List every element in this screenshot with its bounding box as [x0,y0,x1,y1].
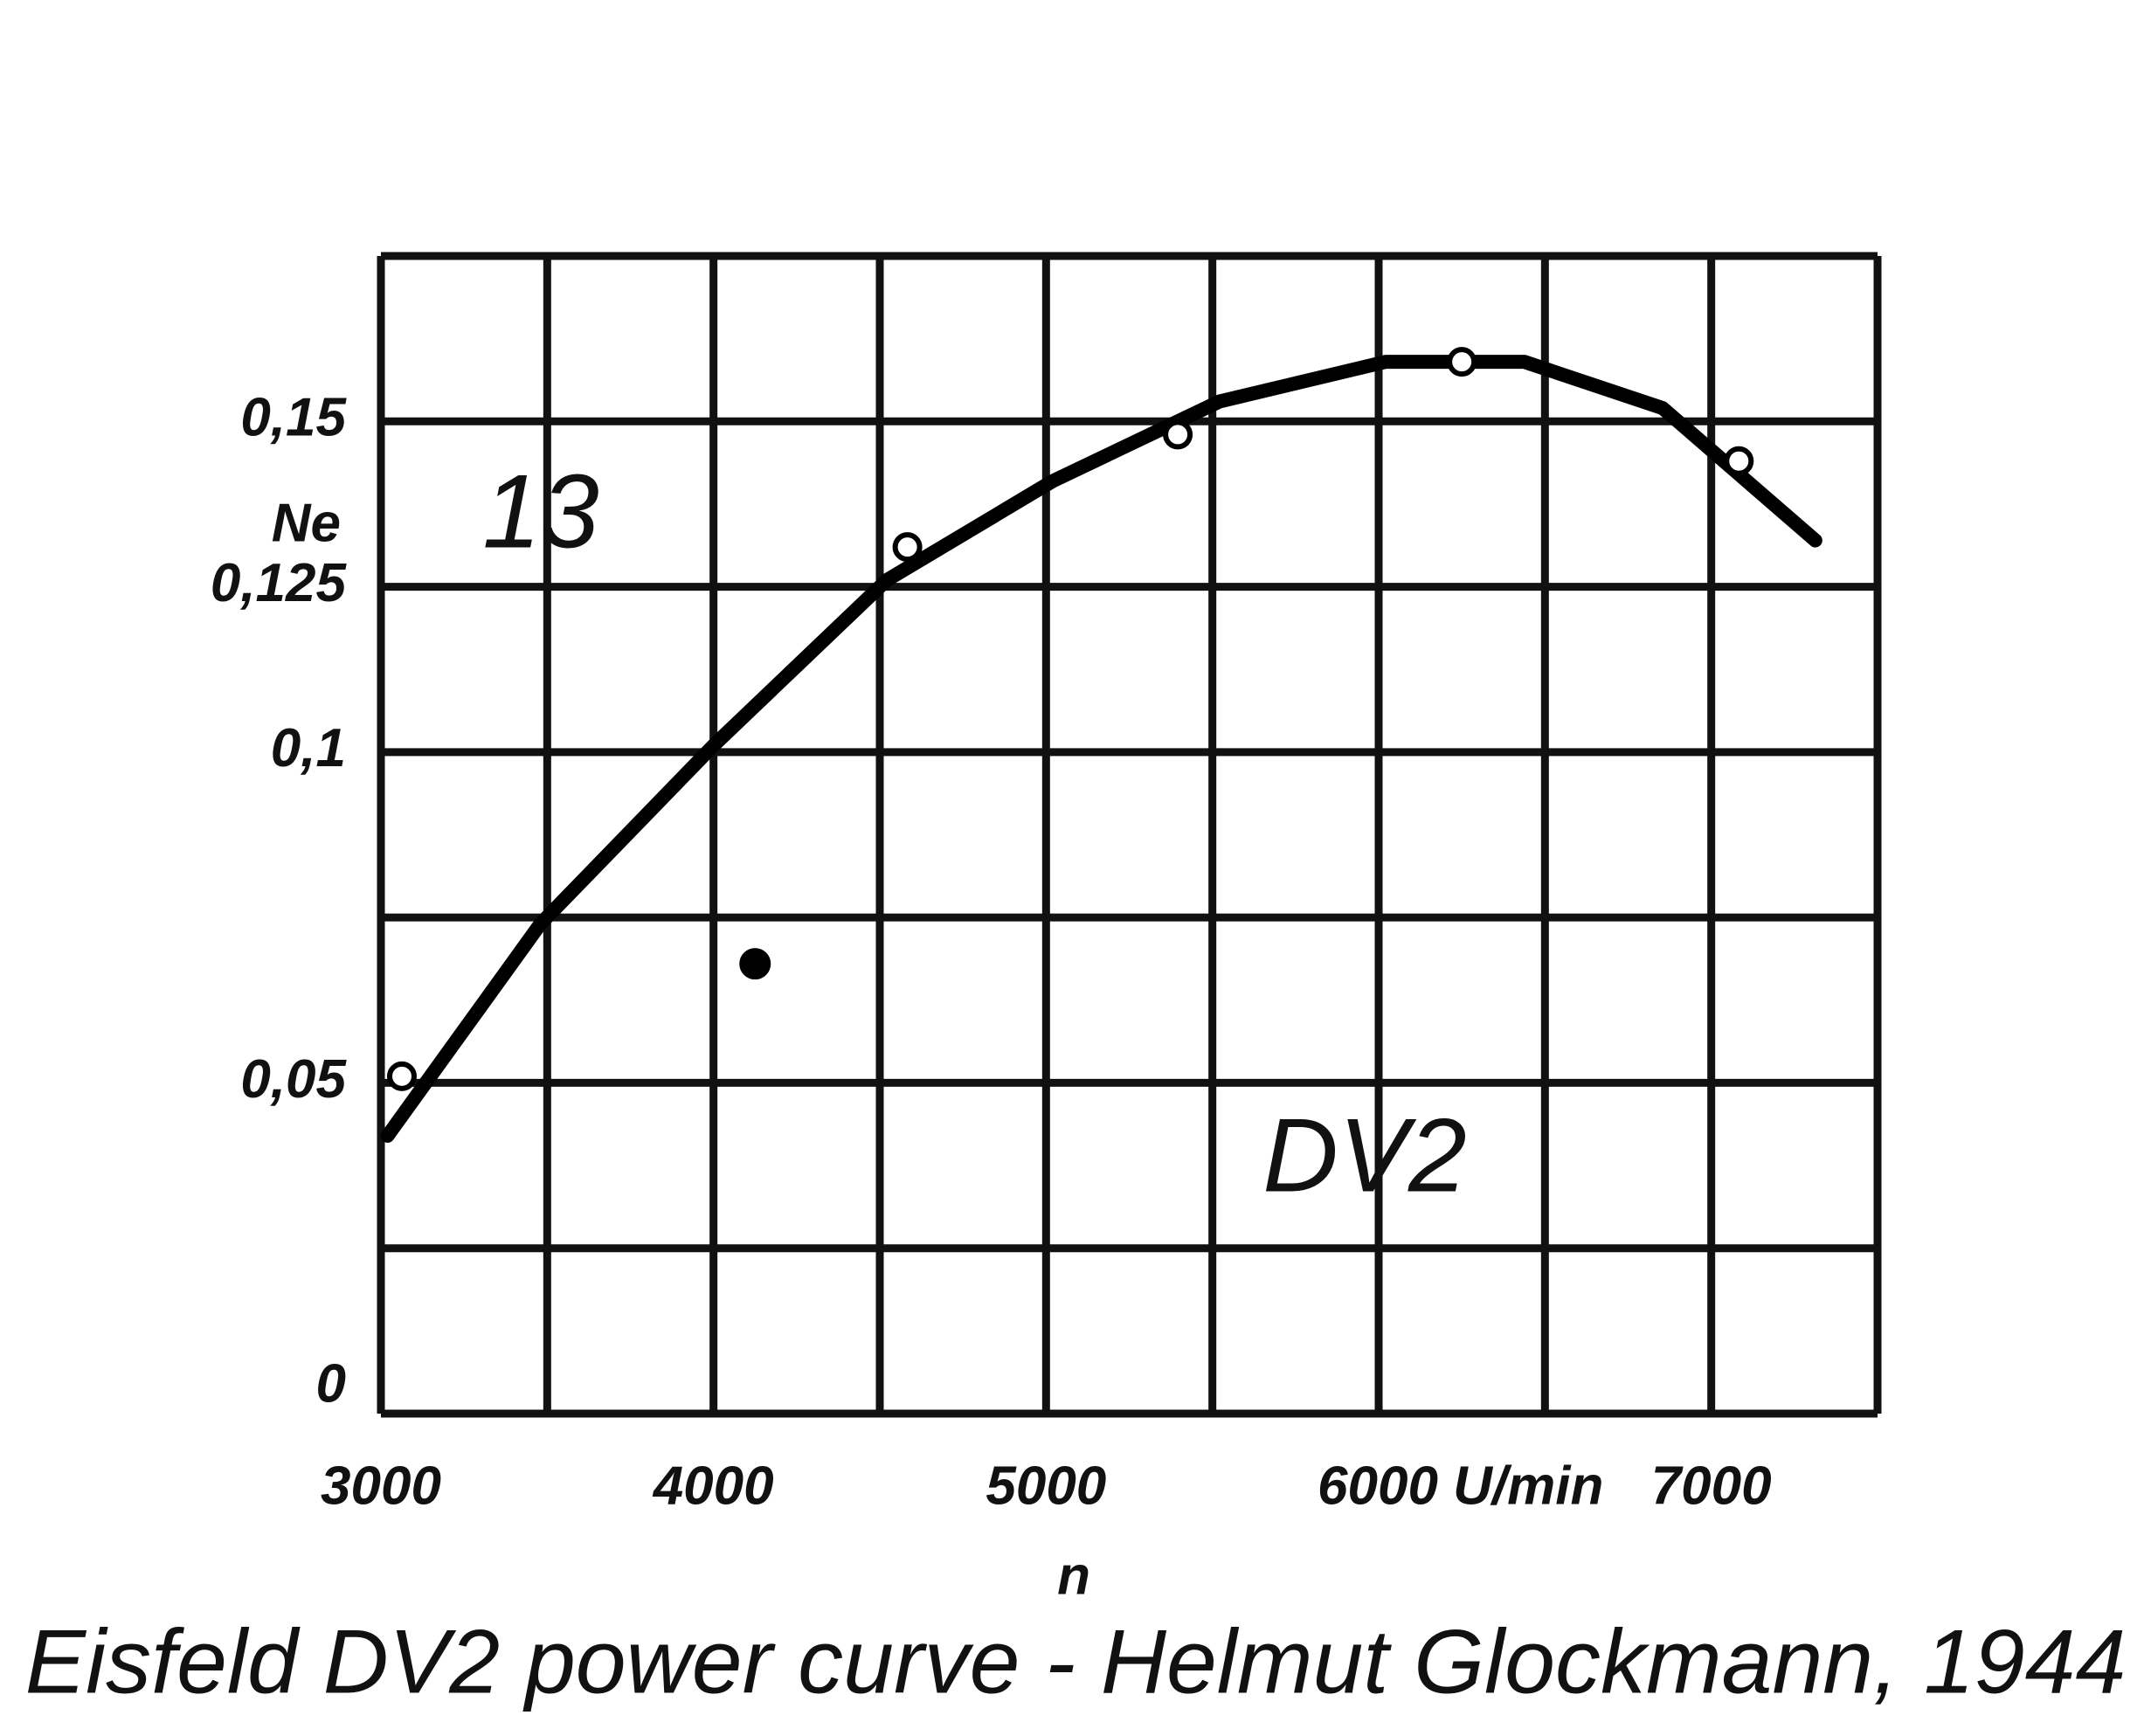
data-point [739,948,771,980]
y-axis-label: Ne [272,493,341,553]
x-tick-label: 4000 [652,1456,774,1516]
caption: Eisfeld DV2 power curve - Helmut Glockma… [25,1611,2127,1712]
data-point [1163,419,1193,450]
power-curve [380,355,1822,1143]
x-tick-label: 3000 [321,1456,441,1516]
y-tick-label: 0,15 [240,388,347,448]
data-point [892,532,923,563]
y-tick-label: 0,1 [271,718,346,778]
data-point [1724,446,1754,476]
x-tick-label: 5000 [986,1456,1106,1516]
x-tick-label: 6000 U/min [1318,1456,1603,1516]
annotation: DV2 [1262,1097,1466,1214]
annotation: 13 [482,453,598,571]
x-axis-label: n [1057,1546,1090,1606]
y-tick-label: 0,05 [240,1049,347,1110]
y-tick-label: 0,125 [211,553,348,613]
y-tick-label: 0 [316,1353,346,1414]
data-point [386,1061,417,1091]
x-tick-label: 7000 [1651,1456,1772,1516]
data-point [1447,347,1477,377]
